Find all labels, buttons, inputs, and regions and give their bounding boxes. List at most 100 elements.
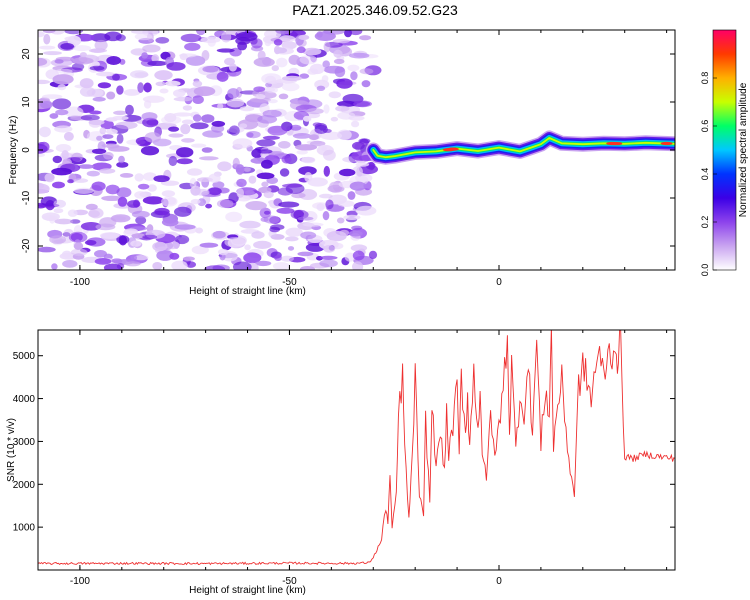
- noise-blob: [67, 209, 78, 217]
- noise-blob: [216, 71, 229, 82]
- noise-blob: [278, 141, 291, 149]
- noise-blob: [267, 125, 288, 136]
- noise-blob: [220, 31, 232, 43]
- y-tick-label: 5000: [13, 351, 36, 362]
- noise-blob: [97, 82, 111, 89]
- noise-blob: [268, 151, 285, 156]
- noise-blob: [92, 97, 106, 102]
- noise-blob: [184, 42, 201, 51]
- noise-blob: [124, 228, 138, 235]
- noise-blob: [115, 34, 126, 42]
- noise-blob: [182, 256, 195, 261]
- noise-blob: [355, 205, 377, 216]
- y-axis-label: Frequency (Hz): [8, 116, 19, 185]
- noise-blob: [272, 262, 291, 270]
- noise-blob: [38, 31, 45, 38]
- noise-blob: [134, 173, 144, 182]
- noise-blob: [212, 230, 226, 239]
- noise-blob: [281, 41, 297, 50]
- noise-blob: [106, 56, 122, 65]
- noise-blob: [52, 74, 74, 85]
- noise-blob: [38, 183, 50, 194]
- noise-blob: [228, 192, 239, 204]
- noise-blob: [91, 148, 107, 154]
- noise-blob: [165, 241, 180, 250]
- noise-blob: [105, 144, 120, 149]
- noise-blob: [279, 168, 290, 177]
- noise-blob: [155, 37, 170, 44]
- noise-blob: [207, 38, 216, 47]
- noise-blob: [94, 39, 108, 51]
- noise-blob: [217, 103, 224, 110]
- noise-blob: [302, 222, 324, 227]
- colorbar-label: Normalized spectral amplitude: [738, 82, 749, 217]
- noise-blob: [159, 88, 169, 94]
- noise-blob: [51, 167, 72, 176]
- noise-blob: [105, 184, 120, 195]
- noise-blob: [116, 235, 130, 244]
- noise-blob: [291, 192, 306, 199]
- noise-blob: [253, 86, 266, 92]
- noise-blob: [243, 252, 262, 264]
- noise-blob: [361, 80, 371, 88]
- noise-blob: [142, 234, 158, 240]
- noise-blob: [171, 260, 188, 270]
- noise-blob: [181, 119, 194, 125]
- noise-blob: [275, 30, 293, 35]
- noise-blob: [173, 96, 193, 102]
- snr-frame: [37, 329, 676, 571]
- noise-blob: [196, 30, 206, 36]
- noise-blob: [54, 59, 64, 64]
- noise-blob: [185, 55, 206, 66]
- noise-blob: [91, 181, 106, 191]
- noise-blob: [368, 250, 378, 260]
- noise-blob: [264, 38, 272, 47]
- noise-blob: [180, 123, 191, 135]
- noise-blob: [70, 219, 81, 224]
- noise-blob: [96, 135, 103, 141]
- y-tick-label: 10: [21, 96, 32, 108]
- noise-blob: [279, 35, 296, 42]
- chart-title: PAZ1.2025.346.09.52.G23: [292, 2, 458, 18]
- noise-blob: [151, 54, 160, 63]
- noise-blob: [94, 250, 107, 258]
- noise-blob: [174, 224, 196, 230]
- colorbar-tick-label: 0.6: [700, 120, 710, 133]
- noise-blob: [55, 68, 73, 74]
- noise-blob: [85, 203, 98, 210]
- noise-blob: [352, 250, 365, 261]
- noise-blob: [295, 144, 318, 151]
- x-tick-label: -50: [282, 576, 297, 587]
- noise-blob: [356, 166, 363, 177]
- signal-hotspot: [660, 141, 673, 146]
- y-tick-label: 4000: [13, 394, 36, 405]
- noise-blob: [281, 82, 300, 92]
- noise-blob: [127, 200, 141, 208]
- y-tick-label: 3000: [13, 437, 36, 448]
- noise-blob: [67, 179, 74, 184]
- noise-blob: [168, 126, 180, 132]
- noise-blob: [49, 113, 59, 119]
- noise-blob: [186, 168, 203, 176]
- noise-blob: [143, 100, 152, 109]
- noise-blob: [43, 33, 51, 45]
- noise-blob: [232, 138, 253, 149]
- noise-blob: [43, 51, 62, 56]
- noise-blob: [276, 57, 288, 68]
- noise-blob: [201, 114, 215, 123]
- signal-hotspot: [610, 141, 623, 146]
- noise-blob: [169, 252, 180, 260]
- noise-blob: [39, 45, 56, 50]
- noise-blob: [228, 63, 237, 72]
- noise-blob: [42, 94, 63, 99]
- noise-blob: [179, 53, 197, 58]
- noise-blob: [236, 178, 247, 188]
- noise-blob: [182, 105, 193, 111]
- noise-blob: [72, 57, 94, 65]
- noise-blob: [137, 82, 144, 93]
- noise-blob: [292, 133, 312, 139]
- noise-blob: [156, 250, 174, 261]
- noise-blob: [116, 85, 124, 95]
- y-tick-label: 2000: [13, 480, 36, 491]
- noise-blob: [61, 150, 69, 160]
